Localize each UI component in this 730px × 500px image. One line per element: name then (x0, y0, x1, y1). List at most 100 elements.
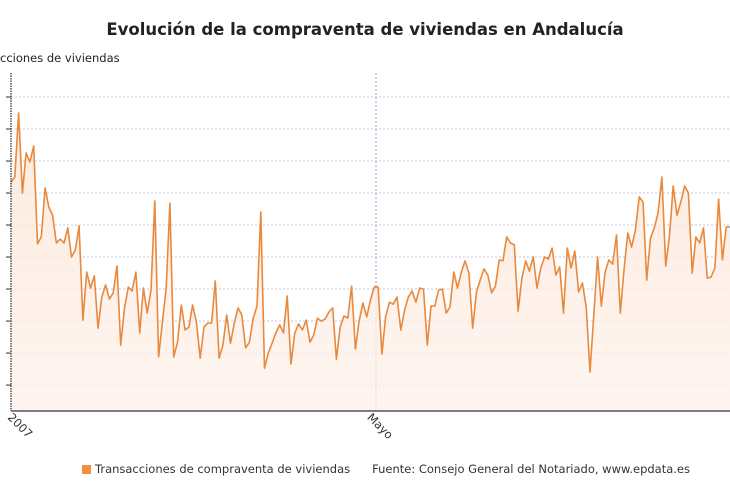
data-point (551, 247, 553, 249)
data-point (377, 286, 379, 288)
data-point (490, 292, 493, 294)
data-point (245, 347, 247, 349)
data-point (479, 279, 481, 281)
data-point (36, 243, 39, 245)
data-point (290, 363, 292, 365)
data-point (631, 246, 633, 248)
data-point (354, 348, 356, 350)
data-point (275, 332, 277, 334)
data-point (562, 312, 565, 314)
data-point (509, 242, 512, 244)
data-point (543, 256, 546, 258)
data-point (33, 145, 35, 147)
data-point (472, 327, 474, 329)
data-point (381, 353, 383, 355)
data-point (419, 287, 421, 289)
data-point (604, 271, 606, 273)
data-point (142, 287, 145, 289)
data-point (101, 296, 103, 298)
data-point (82, 319, 84, 321)
data-point (536, 287, 538, 289)
data-point (89, 287, 92, 289)
data-point (241, 314, 243, 316)
data-point (184, 329, 186, 331)
data-point (210, 322, 213, 324)
data-point (229, 342, 232, 344)
data-point (415, 301, 417, 303)
data-point (339, 326, 341, 328)
data-point (525, 260, 527, 262)
data-point (532, 256, 534, 258)
data-point (52, 214, 54, 216)
data-point (718, 198, 720, 200)
data-point (385, 316, 387, 318)
data-point (487, 274, 489, 276)
data-point (59, 238, 61, 240)
data-point (498, 259, 500, 261)
data-point (445, 312, 447, 314)
legend: Transacciones de compraventa de vivienda… (82, 462, 690, 476)
y-axis-label: cciones de viviendas (0, 51, 120, 65)
data-point (706, 277, 708, 279)
data-point (619, 312, 621, 314)
data-point (422, 288, 425, 290)
legend-swatch (82, 464, 91, 474)
data-point (165, 287, 167, 289)
data-point (699, 242, 701, 244)
data-point (683, 185, 686, 187)
data-point (40, 236, 42, 238)
x-tick-label: Mayo (364, 410, 396, 442)
data-point (483, 268, 485, 270)
data-point (350, 285, 353, 287)
data-point (55, 242, 58, 244)
data-point (396, 296, 398, 298)
data-point (646, 279, 648, 281)
data-point (214, 280, 216, 282)
data-point (661, 176, 663, 178)
data-point (260, 211, 262, 213)
data-point (475, 291, 478, 293)
data-point (161, 321, 163, 323)
data-point (154, 200, 156, 202)
x-tick-label: 2007 (5, 410, 36, 441)
data-point (332, 307, 334, 309)
data-point (131, 290, 133, 292)
data-point (226, 314, 228, 316)
data-point (93, 275, 95, 277)
data-point (195, 321, 198, 323)
data-point (48, 206, 50, 208)
data-point (44, 187, 46, 189)
data-point (14, 176, 16, 178)
data-point (665, 265, 667, 267)
data-point (528, 270, 531, 272)
data-point (559, 266, 561, 268)
data-point (695, 236, 697, 238)
data-point (581, 282, 584, 284)
data-point (680, 201, 682, 203)
data-point (233, 322, 235, 324)
data-point (222, 344, 224, 346)
data-point (120, 344, 122, 346)
data-point (453, 271, 455, 273)
data-point (411, 290, 413, 292)
data-point (649, 237, 652, 239)
data-point (135, 271, 137, 273)
data-point (392, 303, 394, 305)
data-point (570, 267, 572, 269)
data-point (400, 329, 402, 331)
data-point (279, 324, 281, 326)
data-point (199, 357, 201, 359)
data-point (150, 289, 152, 291)
data-point (653, 227, 655, 229)
data-point (320, 320, 322, 322)
data-point (256, 305, 258, 307)
data-point (237, 307, 239, 309)
data-point (638, 196, 640, 198)
data-point (203, 326, 205, 328)
data-point (335, 358, 338, 360)
data-point (86, 271, 88, 273)
data-point (657, 212, 659, 214)
data-point (521, 277, 523, 279)
data-point (403, 309, 406, 311)
